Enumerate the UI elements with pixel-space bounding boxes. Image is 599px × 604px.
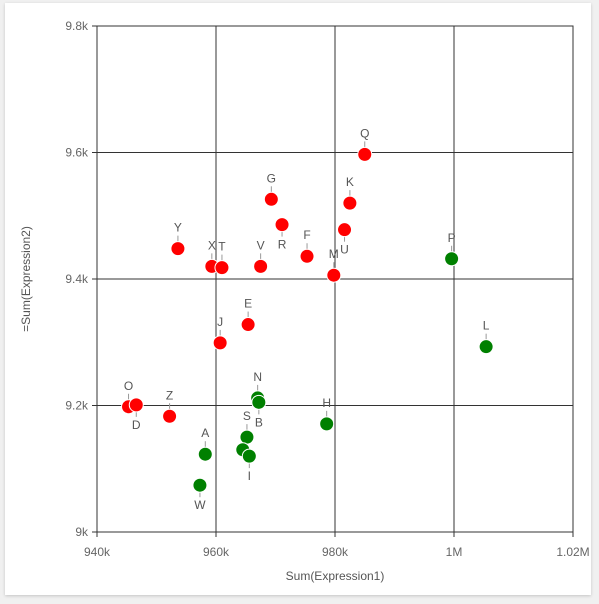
point-marker[interactable]: [251, 394, 267, 410]
point-label: W: [194, 498, 206, 512]
point-label: P: [448, 231, 456, 245]
point-label: D: [132, 418, 141, 432]
data-point-v[interactable]: V: [253, 238, 269, 274]
point-label: S: [243, 409, 251, 423]
point-marker[interactable]: [337, 222, 353, 238]
point-label: Y: [174, 221, 182, 235]
y-tick-labels: 9k 9.2k 9.4k 9.6k 9.8k: [65, 19, 89, 539]
point-label: G: [267, 171, 276, 185]
data-point-k[interactable]: K: [342, 175, 358, 211]
point-label: J: [217, 315, 223, 329]
y-tick-label: 9.2k: [65, 399, 89, 413]
point-marker[interactable]: [128, 397, 144, 413]
point-label: X: [208, 238, 216, 252]
point-marker[interactable]: [263, 191, 279, 207]
point-marker[interactable]: [240, 317, 256, 333]
point-marker[interactable]: [342, 195, 358, 211]
point-marker[interactable]: [241, 448, 257, 464]
point-label: M: [329, 247, 339, 261]
data-point-q[interactable]: Q: [357, 126, 373, 162]
point-label: K: [346, 175, 354, 189]
data-point-b[interactable]: B: [251, 394, 267, 429]
point-marker[interactable]: [212, 335, 228, 351]
point-label: A: [201, 426, 209, 440]
x-tick-label: 1.02M: [556, 545, 589, 559]
x-tick-label: 960k: [203, 545, 230, 559]
point-label: E: [244, 297, 252, 311]
point-marker[interactable]: [239, 429, 255, 445]
y-tick-label: 9k: [75, 525, 89, 539]
point-label: V: [257, 238, 265, 252]
point-marker[interactable]: [319, 416, 335, 432]
point-marker[interactable]: [326, 267, 342, 283]
data-point-h[interactable]: H: [319, 396, 335, 432]
point-marker[interactable]: [274, 217, 290, 233]
data-point-m[interactable]: M: [326, 247, 342, 283]
data-point-e[interactable]: E: [240, 297, 256, 333]
y-axis-title: =Sum(Expression2): [19, 226, 33, 332]
x-tick-labels: 940k 960k 980k 1M 1.02M: [84, 545, 590, 559]
data-point-t[interactable]: T: [214, 240, 230, 276]
x-tick-label: 980k: [322, 545, 349, 559]
point-label: L: [483, 319, 490, 333]
data-point-f[interactable]: F: [299, 228, 315, 264]
data-point-z[interactable]: Z: [162, 388, 178, 424]
x-tick-label: 1M: [446, 545, 463, 559]
data-point-g[interactable]: G: [263, 171, 279, 207]
data-points[interactable]: O D Z Y A W X T J E S I N B V G R F H M U K Q P L: [121, 126, 494, 512]
point-marker[interactable]: [197, 446, 213, 462]
point-marker[interactable]: [214, 260, 230, 276]
y-tick-label: 9.4k: [65, 272, 89, 286]
y-tick-label: 9.6k: [65, 146, 89, 160]
plot-frame: [96, 25, 574, 533]
data-point-j[interactable]: J: [212, 315, 228, 351]
point-label: Q: [360, 126, 369, 140]
point-label: R: [278, 238, 287, 252]
point-marker[interactable]: [192, 477, 208, 493]
point-marker[interactable]: [253, 258, 269, 274]
x-tick-label: 940k: [84, 545, 111, 559]
point-label: U: [340, 243, 349, 257]
data-point-l[interactable]: L: [478, 319, 494, 355]
data-point-y[interactable]: Y: [170, 221, 186, 257]
y-tick-label: 9.8k: [65, 19, 89, 33]
point-marker[interactable]: [162, 408, 178, 424]
point-marker[interactable]: [170, 241, 186, 257]
chart-card: [5, 3, 591, 595]
data-point-a[interactable]: A: [197, 426, 213, 462]
data-point-s[interactable]: S: [239, 409, 255, 445]
point-marker[interactable]: [478, 339, 494, 355]
point-label: O: [124, 379, 133, 393]
data-point-w[interactable]: W: [192, 477, 208, 512]
data-point-p[interactable]: P: [444, 231, 460, 267]
point-marker[interactable]: [444, 251, 460, 267]
point-label: B: [255, 415, 263, 429]
point-marker[interactable]: [299, 248, 315, 264]
data-point-r[interactable]: R: [274, 217, 290, 252]
point-label: Z: [166, 388, 173, 402]
point-label: I: [248, 469, 251, 483]
data-point-u[interactable]: U: [337, 222, 353, 257]
data-point-d[interactable]: D: [128, 397, 144, 432]
point-marker[interactable]: [357, 146, 373, 162]
point-label: N: [253, 370, 262, 384]
data-point-i[interactable]: I: [241, 448, 257, 483]
point-label: H: [322, 396, 331, 410]
point-label: F: [303, 228, 310, 242]
x-axis-title: Sum(Expression1): [286, 569, 385, 583]
point-label: T: [218, 240, 226, 254]
